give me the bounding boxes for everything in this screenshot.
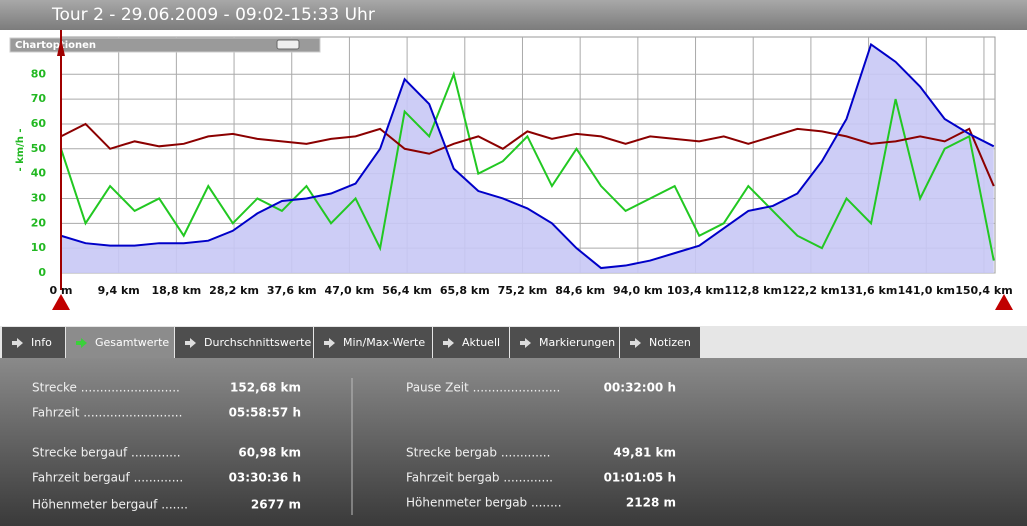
x-tick-label: 131,6 km xyxy=(840,284,897,297)
stat-value: 05:58:57 h xyxy=(229,406,301,420)
series-line xyxy=(60,42,995,270)
x-tick-label: 9,4 km xyxy=(98,284,140,297)
page-title: Tour 2 - 29.06.2009 - 09:02-15:33 Uhr xyxy=(51,5,375,25)
x-tick-label: 103,4 km xyxy=(667,284,724,297)
tab-label: Aktuell xyxy=(462,336,500,349)
x-tick-label: 75,2 km xyxy=(498,284,548,297)
tab-label: Gesamtwerte xyxy=(95,336,169,349)
end-handle[interactable] xyxy=(995,294,1013,310)
x-tick-label: 84,6 km xyxy=(555,284,605,297)
stat-value: 2677 m xyxy=(251,498,301,512)
tabs: Info Gesamtwerte Durchschnittswerte Min/Max… xyxy=(2,327,700,358)
stat-value: 60,98 km xyxy=(238,446,301,460)
stat-value: 01:01:05 h xyxy=(604,471,676,485)
x-tick-label: 122,2 km xyxy=(782,284,839,297)
stat-value: 03:30:36 h xyxy=(229,471,301,485)
stat-label: Fahrzeit .......................... xyxy=(32,406,182,420)
start-marker-head xyxy=(57,38,65,56)
plot: 0 10 20 30 40 50 60 70 80 0 m 9,4 km 18,8 km 28,2 km… xyxy=(15,36,1013,297)
area xyxy=(61,44,994,273)
y-tick-label: 80 xyxy=(31,67,47,80)
tab-arrow xyxy=(520,338,531,348)
x-tick-label: 94,0 km xyxy=(613,284,663,297)
x-tick-label: 47,0 km xyxy=(325,284,375,297)
stat-label: Strecke bergab ............. xyxy=(406,446,550,460)
y-axis-label: - km/h - xyxy=(15,128,26,171)
tab-arrow xyxy=(324,338,335,348)
stat-label: Pause Zeit ....................... xyxy=(406,381,560,395)
x-tick-label: 112,8 km xyxy=(725,284,782,297)
stat-label: Höhenmeter bergauf ....... xyxy=(32,498,188,512)
y-tick-label: 30 xyxy=(31,191,47,204)
stat-value: 49,81 km xyxy=(613,446,676,460)
x-tick-label: 28,2 km xyxy=(209,284,259,297)
x-tick-label: 0 m xyxy=(50,284,73,297)
tab[interactable] xyxy=(175,327,313,358)
y-tick-label: 0 xyxy=(38,266,46,279)
x-tick-label: 18,8 km xyxy=(151,284,201,297)
tab-label: Notizen xyxy=(649,336,691,349)
tab-arrow xyxy=(12,338,23,348)
stats-panel xyxy=(0,358,1027,526)
y-tick-label: 50 xyxy=(31,142,47,155)
tab-label: Info xyxy=(31,336,52,349)
y-tick-label: 70 xyxy=(31,92,47,105)
tab-arrow xyxy=(630,338,641,348)
x-tick-label: 56,4 km xyxy=(382,284,432,297)
stat-label: Fahrzeit bergab ............. xyxy=(406,471,553,485)
minimize-button[interactable] xyxy=(276,39,300,50)
x-tick-label: 65,8 km xyxy=(440,284,490,297)
y-tick-label: 60 xyxy=(31,117,47,130)
series-line xyxy=(60,70,995,261)
x-tick-label: 37,6 km xyxy=(267,284,317,297)
stat-value: 152,68 km xyxy=(230,381,301,395)
stat-value: 2128 m xyxy=(626,496,676,510)
x-tick-label: 141,0 km xyxy=(898,284,955,297)
stat-label: Höhenmeter bergab ........ xyxy=(406,496,562,510)
tab-label: Min/Max-Werte xyxy=(343,336,425,349)
stat-label: Strecke bergauf ............. xyxy=(32,446,181,460)
tab-arrow xyxy=(443,338,454,348)
y-tick-label: 10 xyxy=(31,241,47,254)
tab-label: Markierungen xyxy=(539,336,615,349)
x-tick-label: 150,4 km xyxy=(955,284,1012,297)
y-tick-label: 20 xyxy=(31,216,47,229)
start-handle[interactable] xyxy=(52,294,70,310)
stat-label: Strecke .......................... xyxy=(32,381,180,395)
chart-options-label: Chartoptionen xyxy=(15,40,96,51)
chart-options-bar[interactable] xyxy=(9,37,321,53)
tab-arrow xyxy=(76,338,87,348)
title-bar xyxy=(0,0,1027,30)
tab-arrow xyxy=(185,338,196,348)
stat-label: Fahrzeit bergauf ............. xyxy=(32,471,183,485)
y-tick-label: 40 xyxy=(31,167,47,180)
stats: Strecke .......................... 152,68… xyxy=(32,381,676,512)
stat-value: 00:32:00 h xyxy=(604,381,676,395)
tab-label: Durchschnittswerte xyxy=(204,336,311,349)
